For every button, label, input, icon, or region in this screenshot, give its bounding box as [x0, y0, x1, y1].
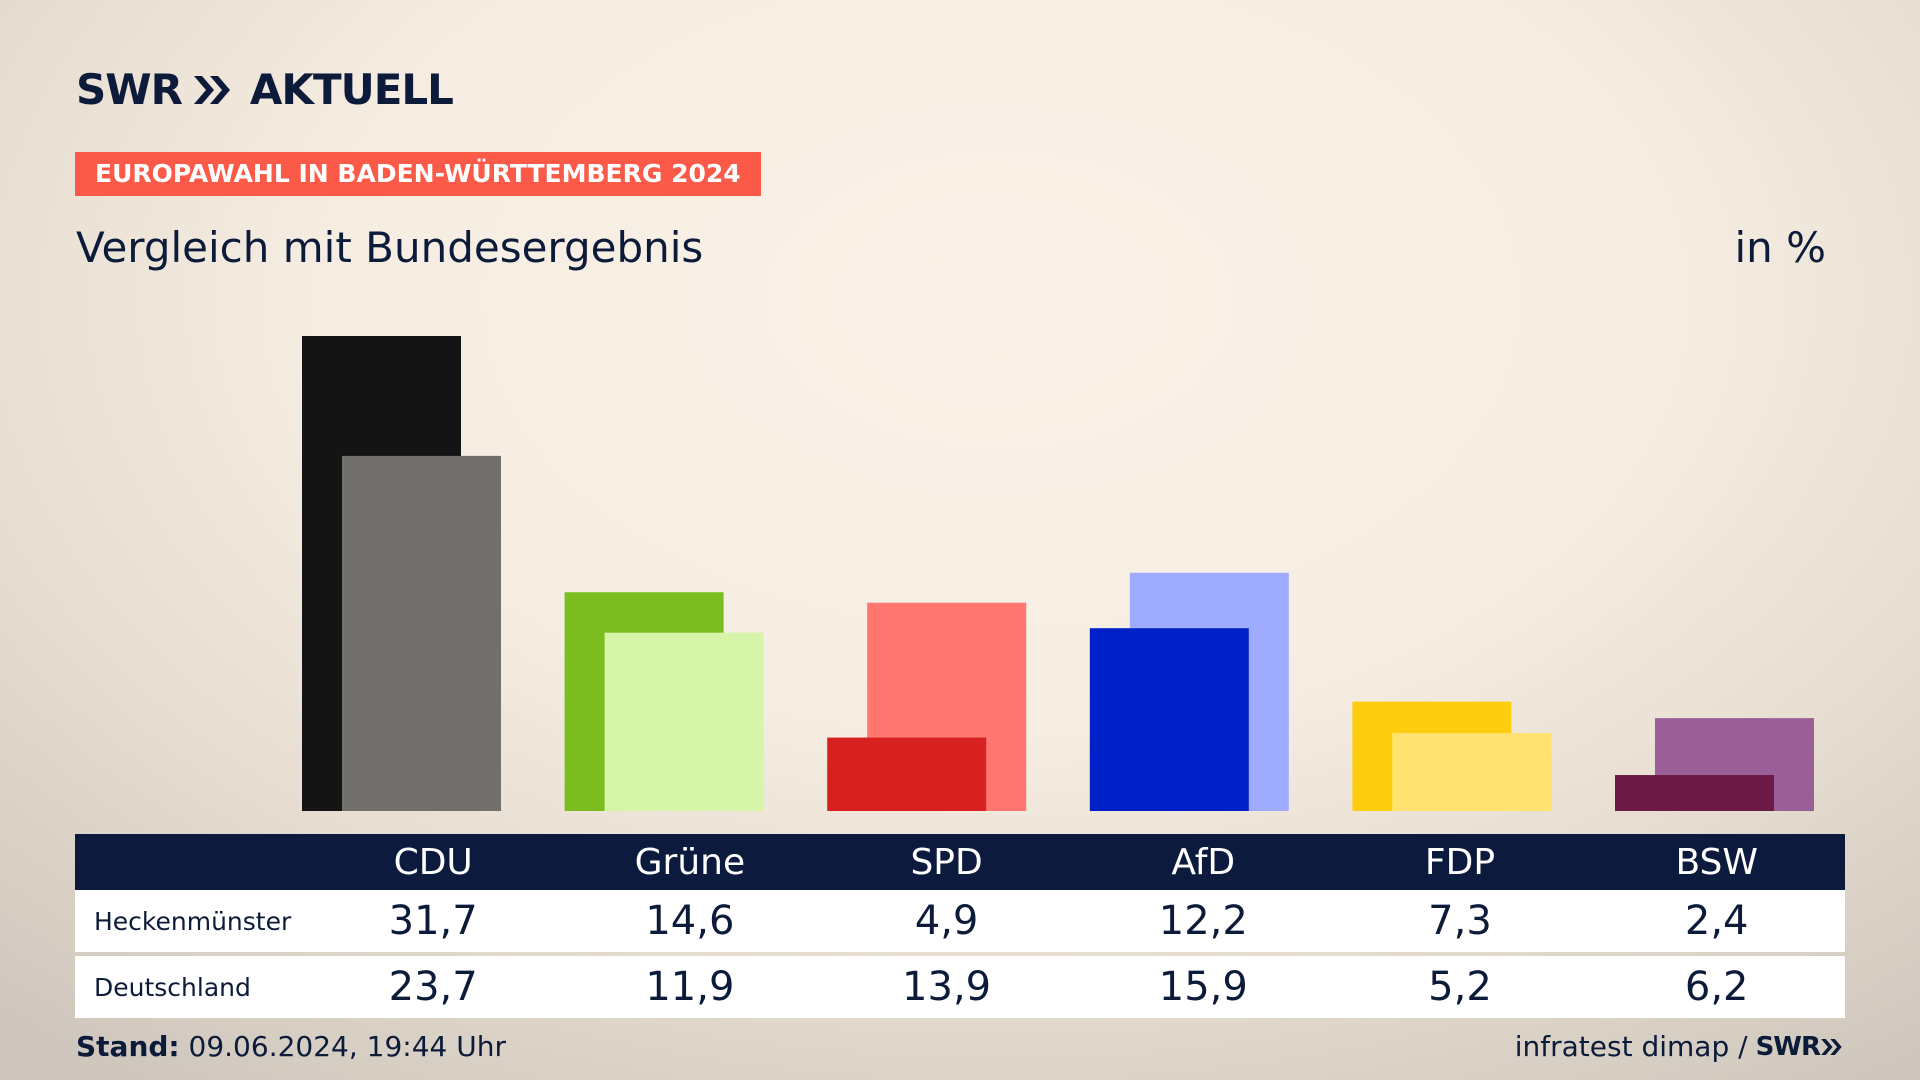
value-cell: 13,9 — [902, 964, 992, 1010]
value-cell: 11,9 — [645, 964, 735, 1010]
value-cell: 14,6 — [645, 898, 735, 944]
party-header-spd: SPD — [910, 841, 983, 883]
bar-deutschland-cdu — [342, 455, 501, 811]
logo-swr-text: SWR — [76, 65, 183, 114]
double-chevron-icon — [193, 76, 230, 104]
value-cell: 23,7 — [388, 964, 478, 1010]
table-header-row: CDU Grüne SPD AfD FDP BSW — [75, 834, 1845, 890]
value-cell: 4,9 — [914, 898, 979, 944]
swr-aktuell-logo: SWR AKTUELL — [76, 65, 454, 114]
chart-subtitle: Vergleich mit Bundesergebnis — [76, 223, 704, 272]
value-cell: 6,2 — [1684, 964, 1749, 1010]
bar-chart — [302, 336, 1814, 811]
stand-label: Stand: — [76, 1030, 180, 1063]
bar-heckenmuenster-bsw — [1615, 775, 1774, 811]
swr-mini-text: SWR — [1755, 1031, 1821, 1062]
source-credit: infratest dimap / SWR — [1515, 1030, 1844, 1063]
value-cell: 2,4 — [1684, 898, 1749, 944]
party-header-fdp: FDP — [1424, 841, 1496, 883]
bar-heckenmuenster-spd — [827, 737, 987, 811]
logo-aktuell-text: AKTUELL — [249, 65, 454, 114]
election-badge: EUROPAWAHL IN BADEN-WÜRTTEMBERG 2024 — [75, 152, 761, 196]
party-header-gruene: Grüne — [634, 841, 746, 883]
value-cell: 7,3 — [1428, 898, 1492, 944]
unit-label: in % — [1734, 223, 1826, 272]
value-cell: 12,2 — [1158, 898, 1248, 944]
timestamp: Stand: 09.06.2024, 19:44 Uhr — [76, 1030, 506, 1063]
party-header-cdu: CDU — [393, 841, 473, 883]
row-label: Deutschland — [94, 972, 251, 1002]
double-chevron-icon — [1821, 1038, 1842, 1055]
swr-mini-logo: SWR — [1756, 1032, 1844, 1062]
party-header-afd: AfD — [1171, 841, 1236, 883]
value-cell: 31,7 — [388, 898, 478, 944]
bar-deutschland-grne — [604, 632, 764, 811]
party-header-bsw: BSW — [1675, 841, 1758, 883]
source-text: infratest dimap / — [1514, 1030, 1748, 1063]
bar-heckenmuenster-afd — [1089, 628, 1249, 811]
value-cell: 5,2 — [1428, 964, 1492, 1010]
row-label: Heckenmünster — [94, 906, 292, 936]
value-cell: 15,9 — [1158, 964, 1248, 1010]
bar-deutschland-fdp — [1392, 733, 1552, 811]
table-row-heckenmuenster: Heckenmünster 31,7 14,6 4,9 12,2 7,3 2,4 — [75, 890, 1845, 952]
table-row-deutschland: Deutschland 23,7 11,9 13,9 15,9 5,2 6,2 — [75, 956, 1845, 1018]
results-table: CDU Grüne SPD AfD FDP BSW Heckenmünster … — [75, 834, 1845, 1018]
stand-value: 09.06.2024, 19:44 Uhr — [188, 1030, 506, 1063]
